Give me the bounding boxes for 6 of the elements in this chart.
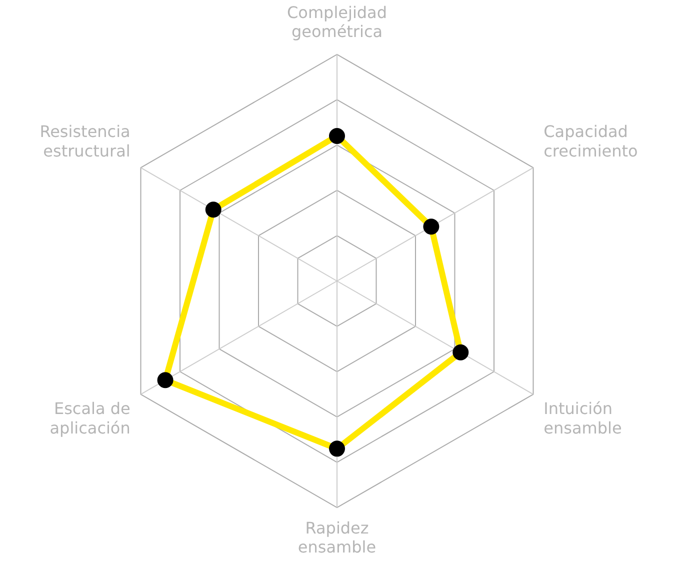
spoke-label: Rapidez ensamble [298,518,376,557]
spoke-label: Resistencia estructural [40,122,130,160]
spoke-label: Complejidad geométrica [287,2,387,41]
spoke-label: Escala de aplicación [50,399,130,438]
spoke-label: Intuición ensamble [544,399,622,438]
spoke-label: Capacidad crecimiento [544,122,638,160]
